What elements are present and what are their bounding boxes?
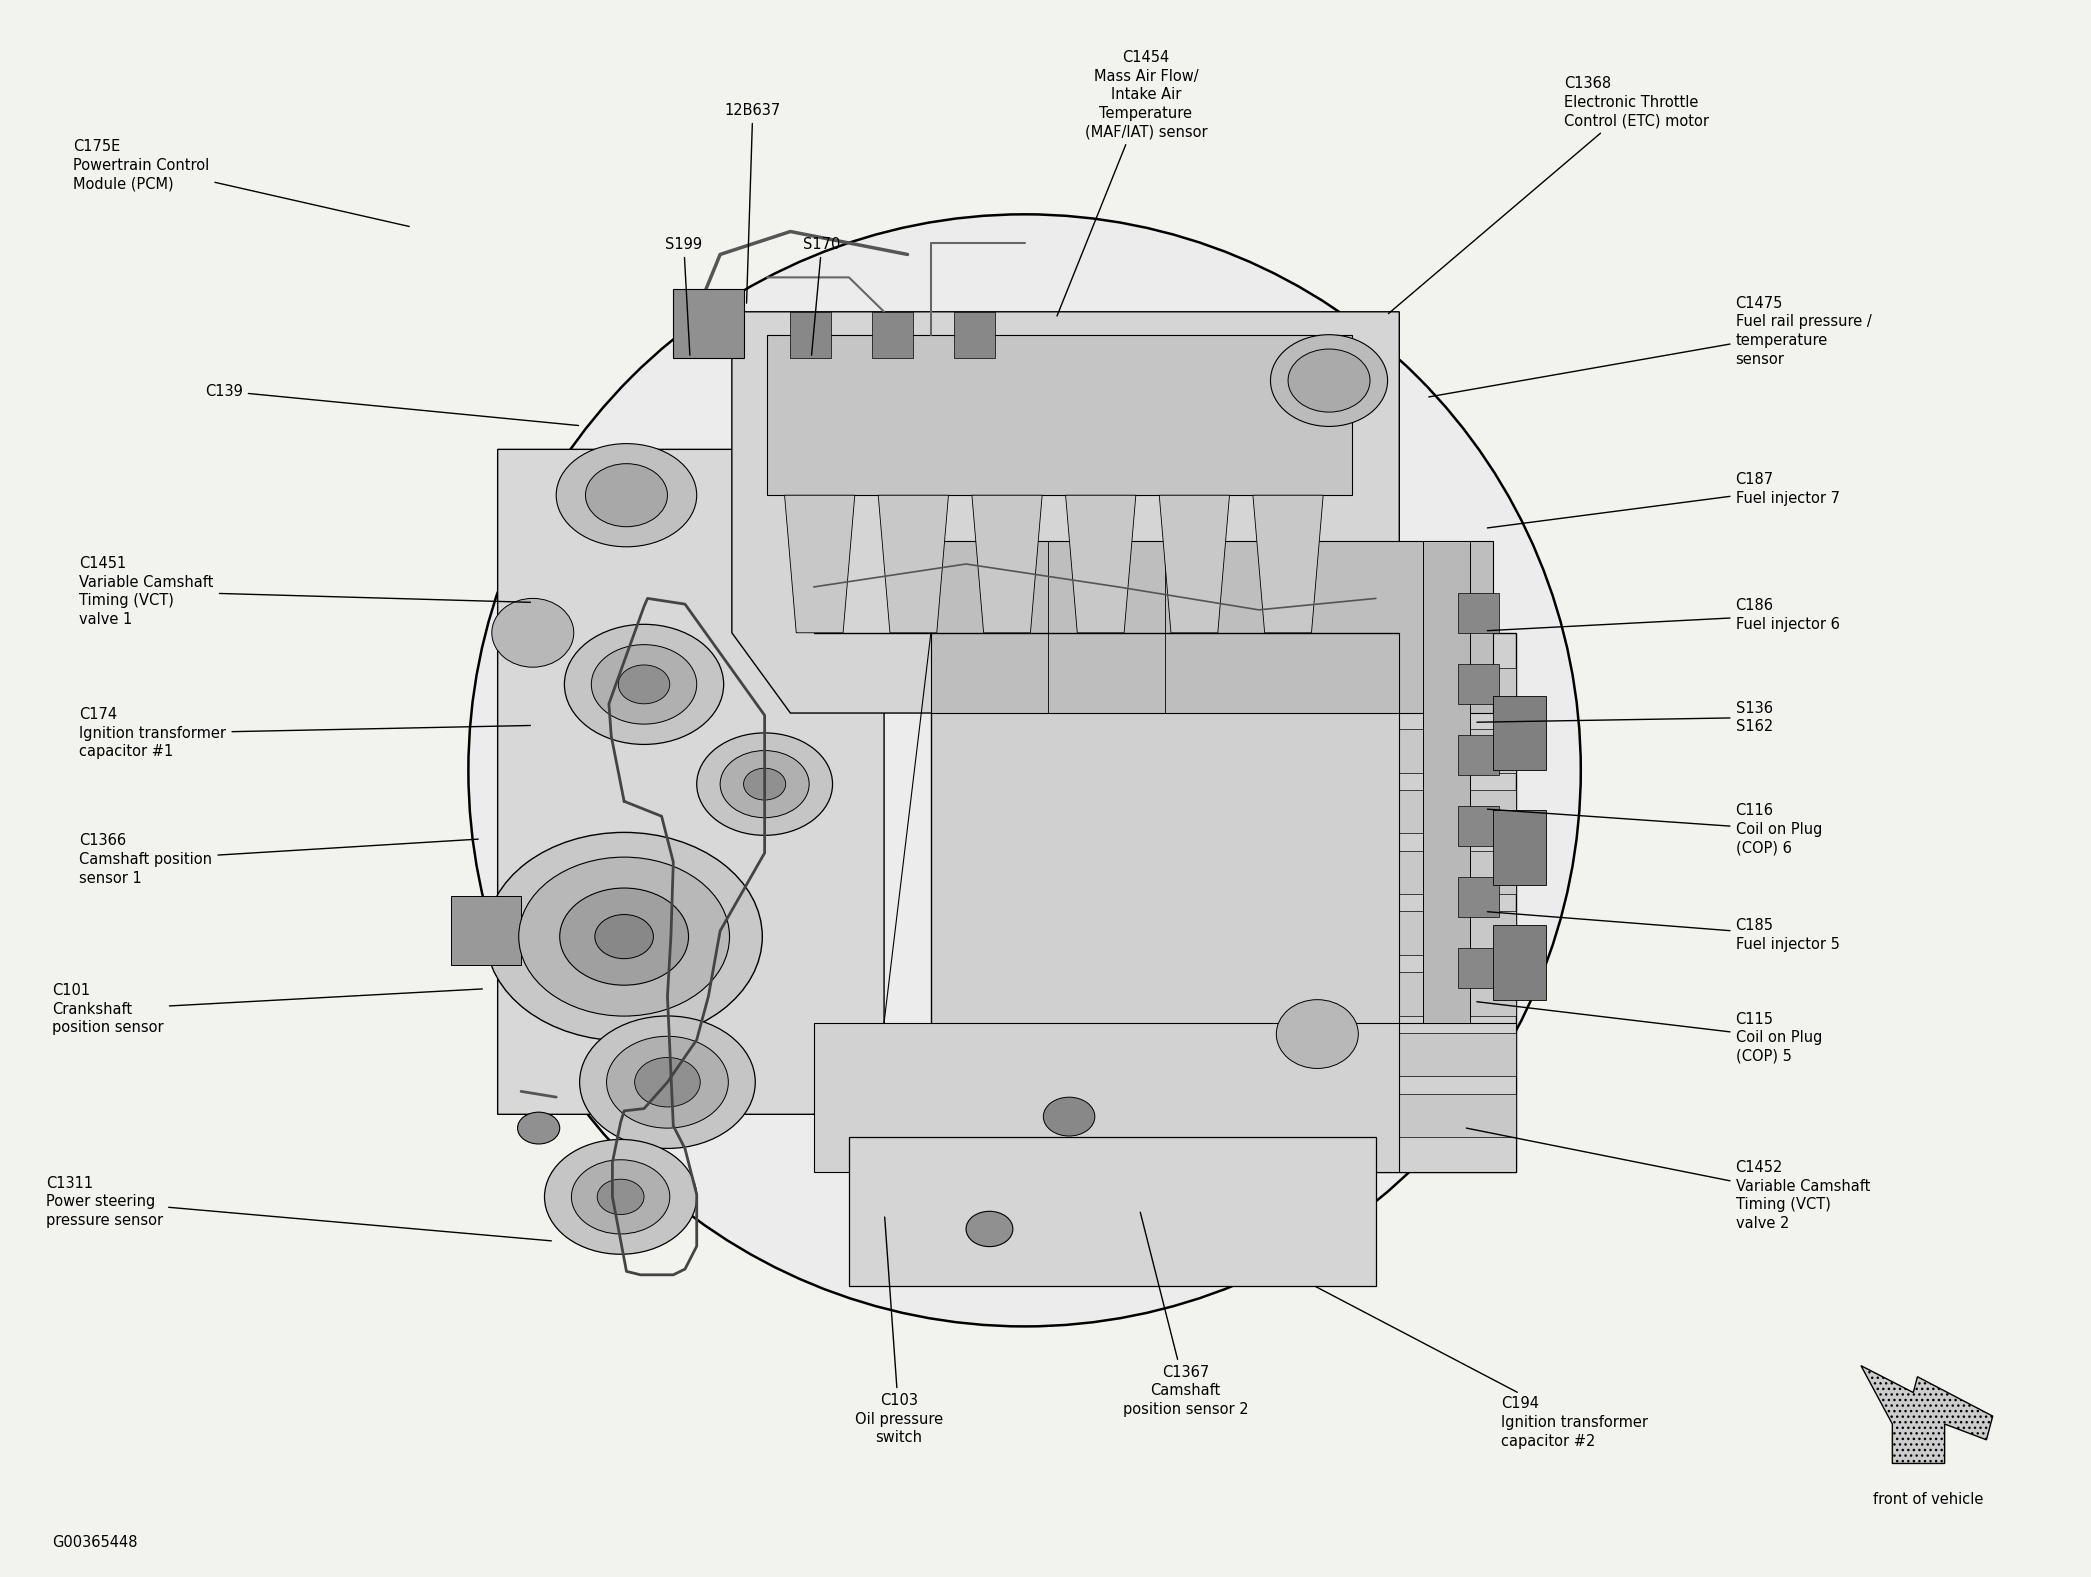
Polygon shape: [972, 495, 1041, 632]
Bar: [1457, 948, 1499, 989]
Text: G00365448: G00365448: [52, 1534, 138, 1550]
Bar: [1457, 664, 1499, 703]
Bar: [1457, 806, 1499, 845]
Bar: [1457, 593, 1499, 632]
Bar: [1457, 735, 1499, 774]
Bar: [872, 312, 914, 358]
Text: S199: S199: [665, 237, 703, 355]
Text: C1475
Fuel rail pressure /
temperature
sensor: C1475 Fuel rail pressure / temperature s…: [1428, 296, 1871, 397]
Polygon shape: [1399, 971, 1516, 1016]
Circle shape: [579, 1016, 755, 1148]
Text: C175E
Powertrain Control
Module (PCM): C175E Powertrain Control Module (PCM): [73, 139, 410, 227]
Circle shape: [719, 751, 809, 818]
Ellipse shape: [468, 214, 1581, 1326]
Bar: [1493, 811, 1545, 885]
Polygon shape: [878, 495, 949, 632]
Text: C1454
Mass Air Flow/
Intake Air
Temperature
(MAF/IAT) sensor: C1454 Mass Air Flow/ Intake Air Temperat…: [1056, 50, 1207, 315]
Circle shape: [560, 888, 688, 986]
Polygon shape: [1399, 912, 1516, 956]
Polygon shape: [784, 495, 855, 632]
Circle shape: [619, 665, 669, 703]
Bar: [452, 896, 521, 965]
Polygon shape: [1399, 669, 1516, 711]
Circle shape: [592, 645, 696, 724]
Text: C174
Ignition transformer
capacitor #1: C174 Ignition transformer capacitor #1: [79, 706, 531, 760]
Circle shape: [519, 1112, 560, 1143]
Circle shape: [485, 833, 763, 1041]
Circle shape: [594, 915, 652, 959]
Bar: [790, 312, 832, 358]
Polygon shape: [813, 1022, 1516, 1172]
Text: C116
Coil on Plug
(COP) 6: C116 Coil on Plug (COP) 6: [1487, 803, 1821, 856]
Polygon shape: [1399, 790, 1516, 833]
Text: C1311
Power steering
pressure sensor: C1311 Power steering pressure sensor: [46, 1175, 552, 1241]
Ellipse shape: [585, 464, 667, 527]
Bar: [1422, 541, 1470, 1022]
Circle shape: [598, 1180, 644, 1214]
Text: C101
Crankshaft
position sensor: C101 Crankshaft position sensor: [52, 982, 483, 1036]
Ellipse shape: [1276, 1000, 1359, 1069]
Circle shape: [571, 1159, 669, 1233]
Text: C187
Fuel injector 7: C187 Fuel injector 7: [1487, 472, 1840, 528]
Ellipse shape: [1271, 334, 1388, 426]
Circle shape: [696, 733, 832, 836]
Circle shape: [565, 624, 723, 744]
Polygon shape: [498, 449, 884, 1115]
Text: C139: C139: [205, 383, 579, 426]
Bar: [953, 312, 995, 358]
Text: front of vehicle: front of vehicle: [1874, 1492, 1982, 1508]
Circle shape: [544, 1140, 696, 1254]
Polygon shape: [1399, 729, 1516, 773]
Text: C194
Ignition transformer
capacitor #2: C194 Ignition transformer capacitor #2: [1315, 1287, 1648, 1449]
Text: S170: S170: [803, 237, 841, 355]
Polygon shape: [1253, 495, 1324, 632]
Polygon shape: [1066, 495, 1135, 632]
Circle shape: [744, 768, 786, 800]
Polygon shape: [930, 632, 1516, 1172]
Text: C1368
Electronic Throttle
Control (ETC) motor: C1368 Electronic Throttle Control (ETC) …: [1388, 76, 1708, 314]
Circle shape: [636, 1058, 700, 1107]
Polygon shape: [1158, 495, 1230, 632]
Bar: [1457, 877, 1499, 918]
Ellipse shape: [1288, 349, 1370, 412]
Polygon shape: [1399, 850, 1516, 894]
Circle shape: [966, 1211, 1012, 1246]
Circle shape: [1043, 1098, 1096, 1135]
Bar: [1493, 695, 1545, 771]
Bar: [1493, 926, 1545, 1000]
Polygon shape: [1399, 1094, 1516, 1137]
Ellipse shape: [491, 598, 573, 667]
Text: C1366
Camshaft position
sensor 1: C1366 Camshaft position sensor 1: [79, 833, 479, 886]
Text: C186
Fuel injector 6: C186 Fuel injector 6: [1487, 598, 1840, 632]
Polygon shape: [732, 312, 1399, 713]
Text: 12B637: 12B637: [726, 103, 780, 303]
Polygon shape: [930, 541, 1493, 713]
Text: C185
Fuel injector 5: C185 Fuel injector 5: [1487, 912, 1840, 953]
Polygon shape: [849, 1137, 1376, 1287]
Text: S136
S162: S136 S162: [1476, 700, 1773, 735]
Text: C1452
Variable Camshaft
Timing (VCT)
valve 2: C1452 Variable Camshaft Timing (VCT) val…: [1466, 1128, 1869, 1230]
Text: C103
Oil pressure
switch: C103 Oil pressure switch: [855, 1217, 943, 1446]
Polygon shape: [673, 289, 744, 358]
Polygon shape: [1399, 1033, 1516, 1077]
Circle shape: [606, 1036, 728, 1128]
Polygon shape: [767, 334, 1353, 495]
Text: C1367
Camshaft
position sensor 2: C1367 Camshaft position sensor 2: [1123, 1213, 1248, 1418]
Circle shape: [519, 858, 730, 1016]
Text: C115
Coil on Plug
(COP) 5: C115 Coil on Plug (COP) 5: [1476, 1001, 1821, 1064]
Polygon shape: [1861, 1366, 1993, 1463]
Text: C1451
Variable Camshaft
Timing (VCT)
valve 1: C1451 Variable Camshaft Timing (VCT) val…: [79, 557, 531, 626]
Ellipse shape: [556, 443, 696, 547]
